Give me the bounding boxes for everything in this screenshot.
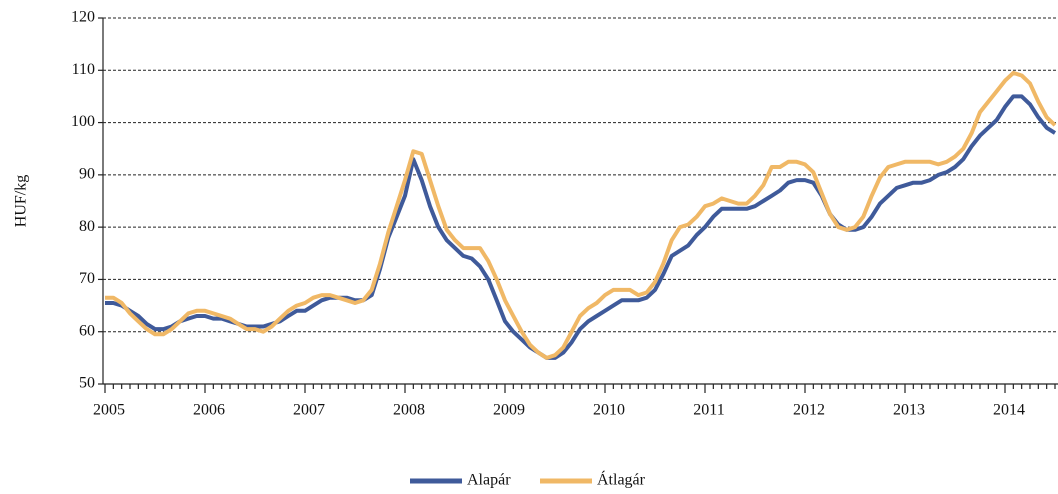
legend-label: Alapár (467, 472, 511, 489)
y-tick-label: 50 (79, 375, 95, 392)
x-tick-label: 2012 (793, 402, 825, 419)
series-line (105, 70, 1057, 360)
legend-label: Átlagár (597, 470, 646, 489)
series-line (105, 94, 1057, 360)
y-tick-label: 60 (79, 322, 95, 339)
x-tick-label: 2009 (493, 402, 525, 419)
x-tick-label: 2007 (293, 402, 325, 419)
x-tick-label: 2005 (93, 402, 125, 419)
y-tick-label: 90 (79, 166, 95, 183)
y-tick-label: 100 (71, 113, 95, 130)
x-tick-label: 2008 (393, 402, 425, 419)
x-tick-label: 2010 (593, 402, 625, 419)
y-tick-label: 80 (79, 218, 95, 235)
x-tick-label: 2006 (193, 402, 225, 419)
y-tick-label: 120 (71, 9, 95, 26)
y-axis-label: HUF/kg (13, 175, 30, 227)
x-tick-label: 2013 (893, 402, 925, 419)
y-tick-label: 110 (72, 61, 95, 78)
x-tick-label: 2014 (993, 402, 1025, 419)
x-tick-label: 2011 (693, 402, 724, 419)
y-tick-label: 70 (79, 270, 95, 287)
